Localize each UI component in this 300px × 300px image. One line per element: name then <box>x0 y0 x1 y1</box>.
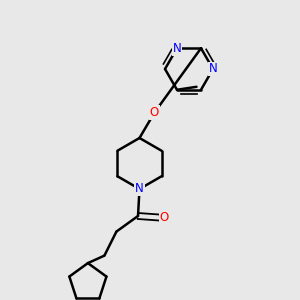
Text: O: O <box>160 211 169 224</box>
Text: N: N <box>172 42 182 55</box>
Text: N: N <box>135 182 144 196</box>
Text: N: N <box>208 62 217 76</box>
Text: O: O <box>150 106 159 119</box>
